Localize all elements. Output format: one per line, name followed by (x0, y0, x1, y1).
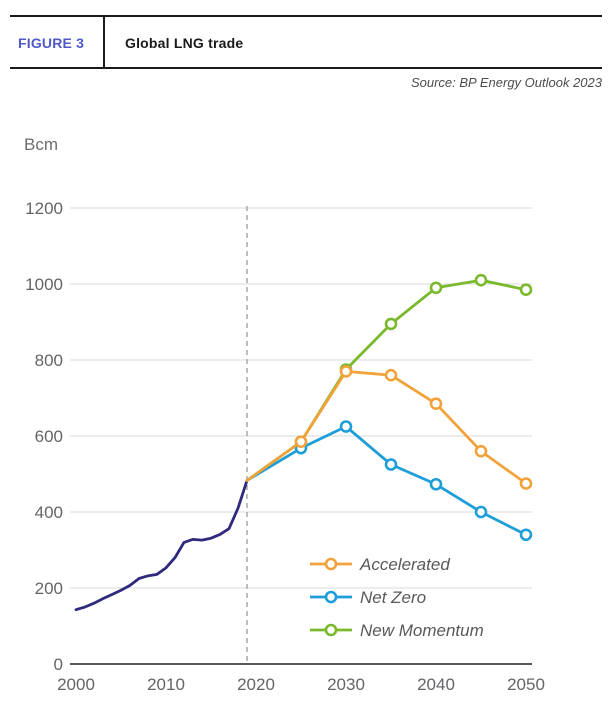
legend-swatch-marker-accelerated (324, 557, 338, 571)
x-axis-tick-label: 2040 (417, 675, 455, 694)
y-axis-tick-label: 200 (35, 579, 63, 598)
series-line-net-zero (245, 425, 528, 537)
header-bottom-rule (10, 67, 602, 69)
x-axis-tick-label: 2020 (237, 675, 275, 694)
header-top-rule (10, 15, 602, 17)
series-marker-new-momentum (474, 273, 488, 287)
y-axis-tick-label: 800 (35, 351, 63, 370)
unit-label: Bcm (24, 135, 58, 154)
source-note: Source: BP Energy Outlook 2023 (410, 75, 602, 90)
x-axis-tick-label: 2030 (327, 675, 365, 694)
series-marker-accelerated (339, 365, 353, 378)
series-marker-net-zero (429, 477, 443, 491)
series-marker-new-momentum (519, 283, 533, 297)
series-marker-net-zero (339, 420, 353, 433)
figure-label: FIGURE 3 (18, 35, 85, 51)
y-axis-tick-label: 400 (35, 503, 63, 522)
legend-label-new-momentum: New Momentum (360, 621, 484, 640)
series-marker-accelerated (429, 397, 443, 411)
legend-swatch-marker-net-zero (324, 590, 338, 604)
x-axis-tick-label: 2050 (507, 675, 545, 694)
x-axis-tick-label: 2010 (147, 675, 185, 694)
series-marker-net-zero (474, 505, 488, 519)
legend-label-net-zero: Net Zero (360, 588, 426, 607)
series-marker-net-zero (384, 458, 398, 471)
header-vertical-divider (103, 17, 105, 67)
series-marker-accelerated (474, 444, 488, 458)
series-line-history (74, 479, 249, 612)
y-axis-tick-label: 0 (54, 655, 63, 674)
series-marker-net-zero (519, 528, 533, 542)
series-marker-accelerated (519, 477, 533, 490)
legend-swatch-marker-new-momentum (324, 623, 338, 637)
y-axis-tick-label: 1000 (25, 275, 63, 294)
x-axis-tick-label: 2000 (57, 675, 95, 694)
figure-title: Global LNG trade (125, 35, 244, 51)
series-marker-new-momentum (429, 281, 443, 295)
series-marker-new-momentum (384, 317, 398, 331)
y-axis-tick-label: 600 (35, 427, 63, 446)
legend-label-accelerated: Accelerated (359, 555, 450, 574)
series-marker-accelerated (294, 435, 308, 449)
y-axis-tick-label: 1200 (25, 199, 63, 218)
series-marker-accelerated (384, 368, 398, 382)
